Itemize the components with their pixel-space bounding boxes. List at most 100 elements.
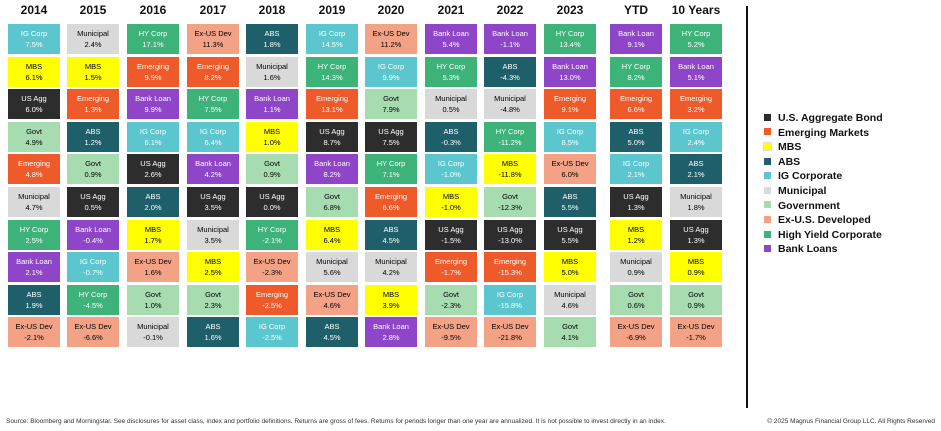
return-value: 5.6% — [323, 268, 341, 278]
return-cell: Ex-US Dev -6.9% — [610, 317, 662, 348]
return-value: -2.5% — [262, 333, 282, 343]
asset-label: Emerging — [374, 192, 408, 201]
return-value: 8.2% — [323, 170, 341, 180]
return-cell: IG Corp 2.4% — [670, 121, 722, 152]
return-value: 14.3% — [321, 72, 343, 82]
return-value: 17.1% — [142, 40, 164, 49]
return-value: 1.6% — [144, 268, 162, 278]
asset-label: Municipal — [256, 61, 288, 71]
return-value: -11.8% — [498, 170, 522, 180]
asset-label: US Agg — [80, 192, 106, 201]
return-cell: Ex-US Dev -9.5% — [425, 317, 477, 348]
asset-label: MBS — [204, 257, 222, 267]
legend-item: IG Corporate — [764, 169, 842, 183]
legend-item: High Yield Corporate — [764, 228, 882, 242]
return-value: 4.5% — [323, 333, 341, 343]
return-value: 11.2% — [380, 40, 402, 49]
return-cell: Emerging 6.6% — [610, 89, 662, 120]
asset-label: MBS — [501, 159, 519, 169]
return-cell: Municipal 4.7% — [8, 187, 60, 217]
legend-label: IG Corporate — [778, 170, 843, 183]
asset-label: Emerging — [315, 94, 349, 104]
legend-swatch — [764, 230, 771, 238]
asset-label: ABS — [85, 126, 101, 136]
return-value: 13.4% — [559, 40, 581, 49]
return-value: 2.4% — [84, 40, 102, 49]
return-cell: Emerging 1.3% — [67, 89, 119, 120]
return-cell: Municipal 1.6% — [246, 56, 298, 87]
asset-label: MBS — [382, 289, 400, 299]
return-value: 9.1% — [627, 40, 645, 49]
asset-label: MBS — [263, 126, 281, 136]
return-cell: Ex-US Dev -1.7% — [670, 317, 722, 348]
return-cell: US Agg -13.0% — [484, 219, 536, 250]
return-cell: Municipal 0.5% — [425, 89, 477, 120]
asset-label: Ex-US Dev — [432, 322, 470, 332]
return-cell: Bank Loan 5.1% — [670, 56, 722, 87]
return-cell: US Agg 2.6% — [127, 154, 179, 185]
asset-label: US Agg — [438, 224, 464, 234]
return-value: -15.8% — [498, 300, 522, 310]
return-value: 0.5% — [84, 203, 102, 212]
return-value: 5.2% — [687, 40, 705, 49]
return-value: 3.2% — [687, 105, 705, 115]
return-cell: Ex-US Dev 1.6% — [127, 252, 179, 283]
return-value: 0.9% — [84, 170, 102, 180]
legend-swatch — [764, 215, 771, 223]
asset-label: US Agg — [623, 192, 649, 201]
return-value: 8.7% — [323, 137, 341, 147]
asset-label: US Agg — [259, 192, 285, 201]
return-value: -1.7% — [441, 268, 461, 278]
legend-item: U.S. Aggregate Bond — [764, 111, 883, 125]
return-cell: US Agg 8.7% — [306, 121, 358, 152]
return-cell: HY Corp 14.3% — [306, 56, 358, 87]
return-cell: Bank Loan 4.2% — [187, 154, 239, 185]
asset-label: Emerging — [679, 94, 713, 104]
return-value: -2.3% — [441, 300, 461, 310]
asset-label: Ex-US Dev — [74, 322, 112, 332]
asset-label: Bank Loan — [254, 94, 290, 104]
return-cell: MBS 1.7% — [127, 219, 179, 250]
return-cell: IG Corp -1.0% — [425, 154, 477, 185]
return-cell: Ex-US Dev -6.6% — [67, 317, 119, 348]
return-cell: Emerging 9.1% — [544, 89, 596, 120]
return-cell: Municipal 3.5% — [187, 219, 239, 250]
return-cell: HY Corp -2.1% — [246, 219, 298, 250]
return-value: -4.5% — [83, 300, 103, 310]
legend-label: ABS — [778, 155, 801, 168]
return-value: 1.3% — [84, 105, 102, 115]
asset-label: ABS — [145, 192, 161, 201]
asset-label: Govt — [628, 289, 644, 299]
return-value: 1.1% — [263, 105, 281, 115]
return-value: 4.2% — [204, 170, 222, 180]
return-cell: Emerging 13.1% — [306, 89, 358, 120]
return-value: 4.2% — [382, 268, 400, 278]
legend-item: MBS — [763, 140, 801, 154]
asset-label: ABS — [205, 322, 221, 332]
return-value: 0.5% — [442, 105, 460, 115]
asset-label: Govt — [205, 289, 221, 299]
return-cell: Ex-US Dev 4.6% — [306, 284, 358, 315]
return-cell: Govt 0.6% — [610, 284, 662, 315]
return-value: 4.6% — [323, 300, 341, 310]
return-cell: Ex-US Dev 6.0% — [544, 154, 596, 185]
asset-label: US Agg — [557, 224, 583, 234]
asset-label: Municipal — [77, 29, 109, 38]
return-cell: Emerging 9.9% — [127, 56, 179, 87]
return-value: 6.4% — [204, 137, 222, 147]
asset-label: Govt — [324, 192, 340, 201]
legend-item: Bank Loans — [764, 242, 838, 256]
return-value: 1.8% — [263, 40, 281, 49]
return-cell: HY Corp 7.1% — [365, 154, 417, 185]
return-value: -1.5% — [441, 235, 461, 245]
return-value: 5.1% — [687, 72, 705, 82]
column-header: 2023 — [556, 3, 584, 17]
return-value: 0.9% — [627, 268, 645, 278]
legend-label: Ex-U.S. Developed — [778, 214, 871, 227]
return-cell: HY Corp 5.2% — [670, 24, 722, 54]
return-value: 5.5% — [561, 235, 579, 245]
return-value: -6.6% — [83, 333, 103, 343]
return-value: 7.5% — [204, 105, 222, 115]
return-cell: ABS -4.3% — [484, 56, 536, 87]
return-cell: IG Corp 6.4% — [187, 121, 239, 152]
